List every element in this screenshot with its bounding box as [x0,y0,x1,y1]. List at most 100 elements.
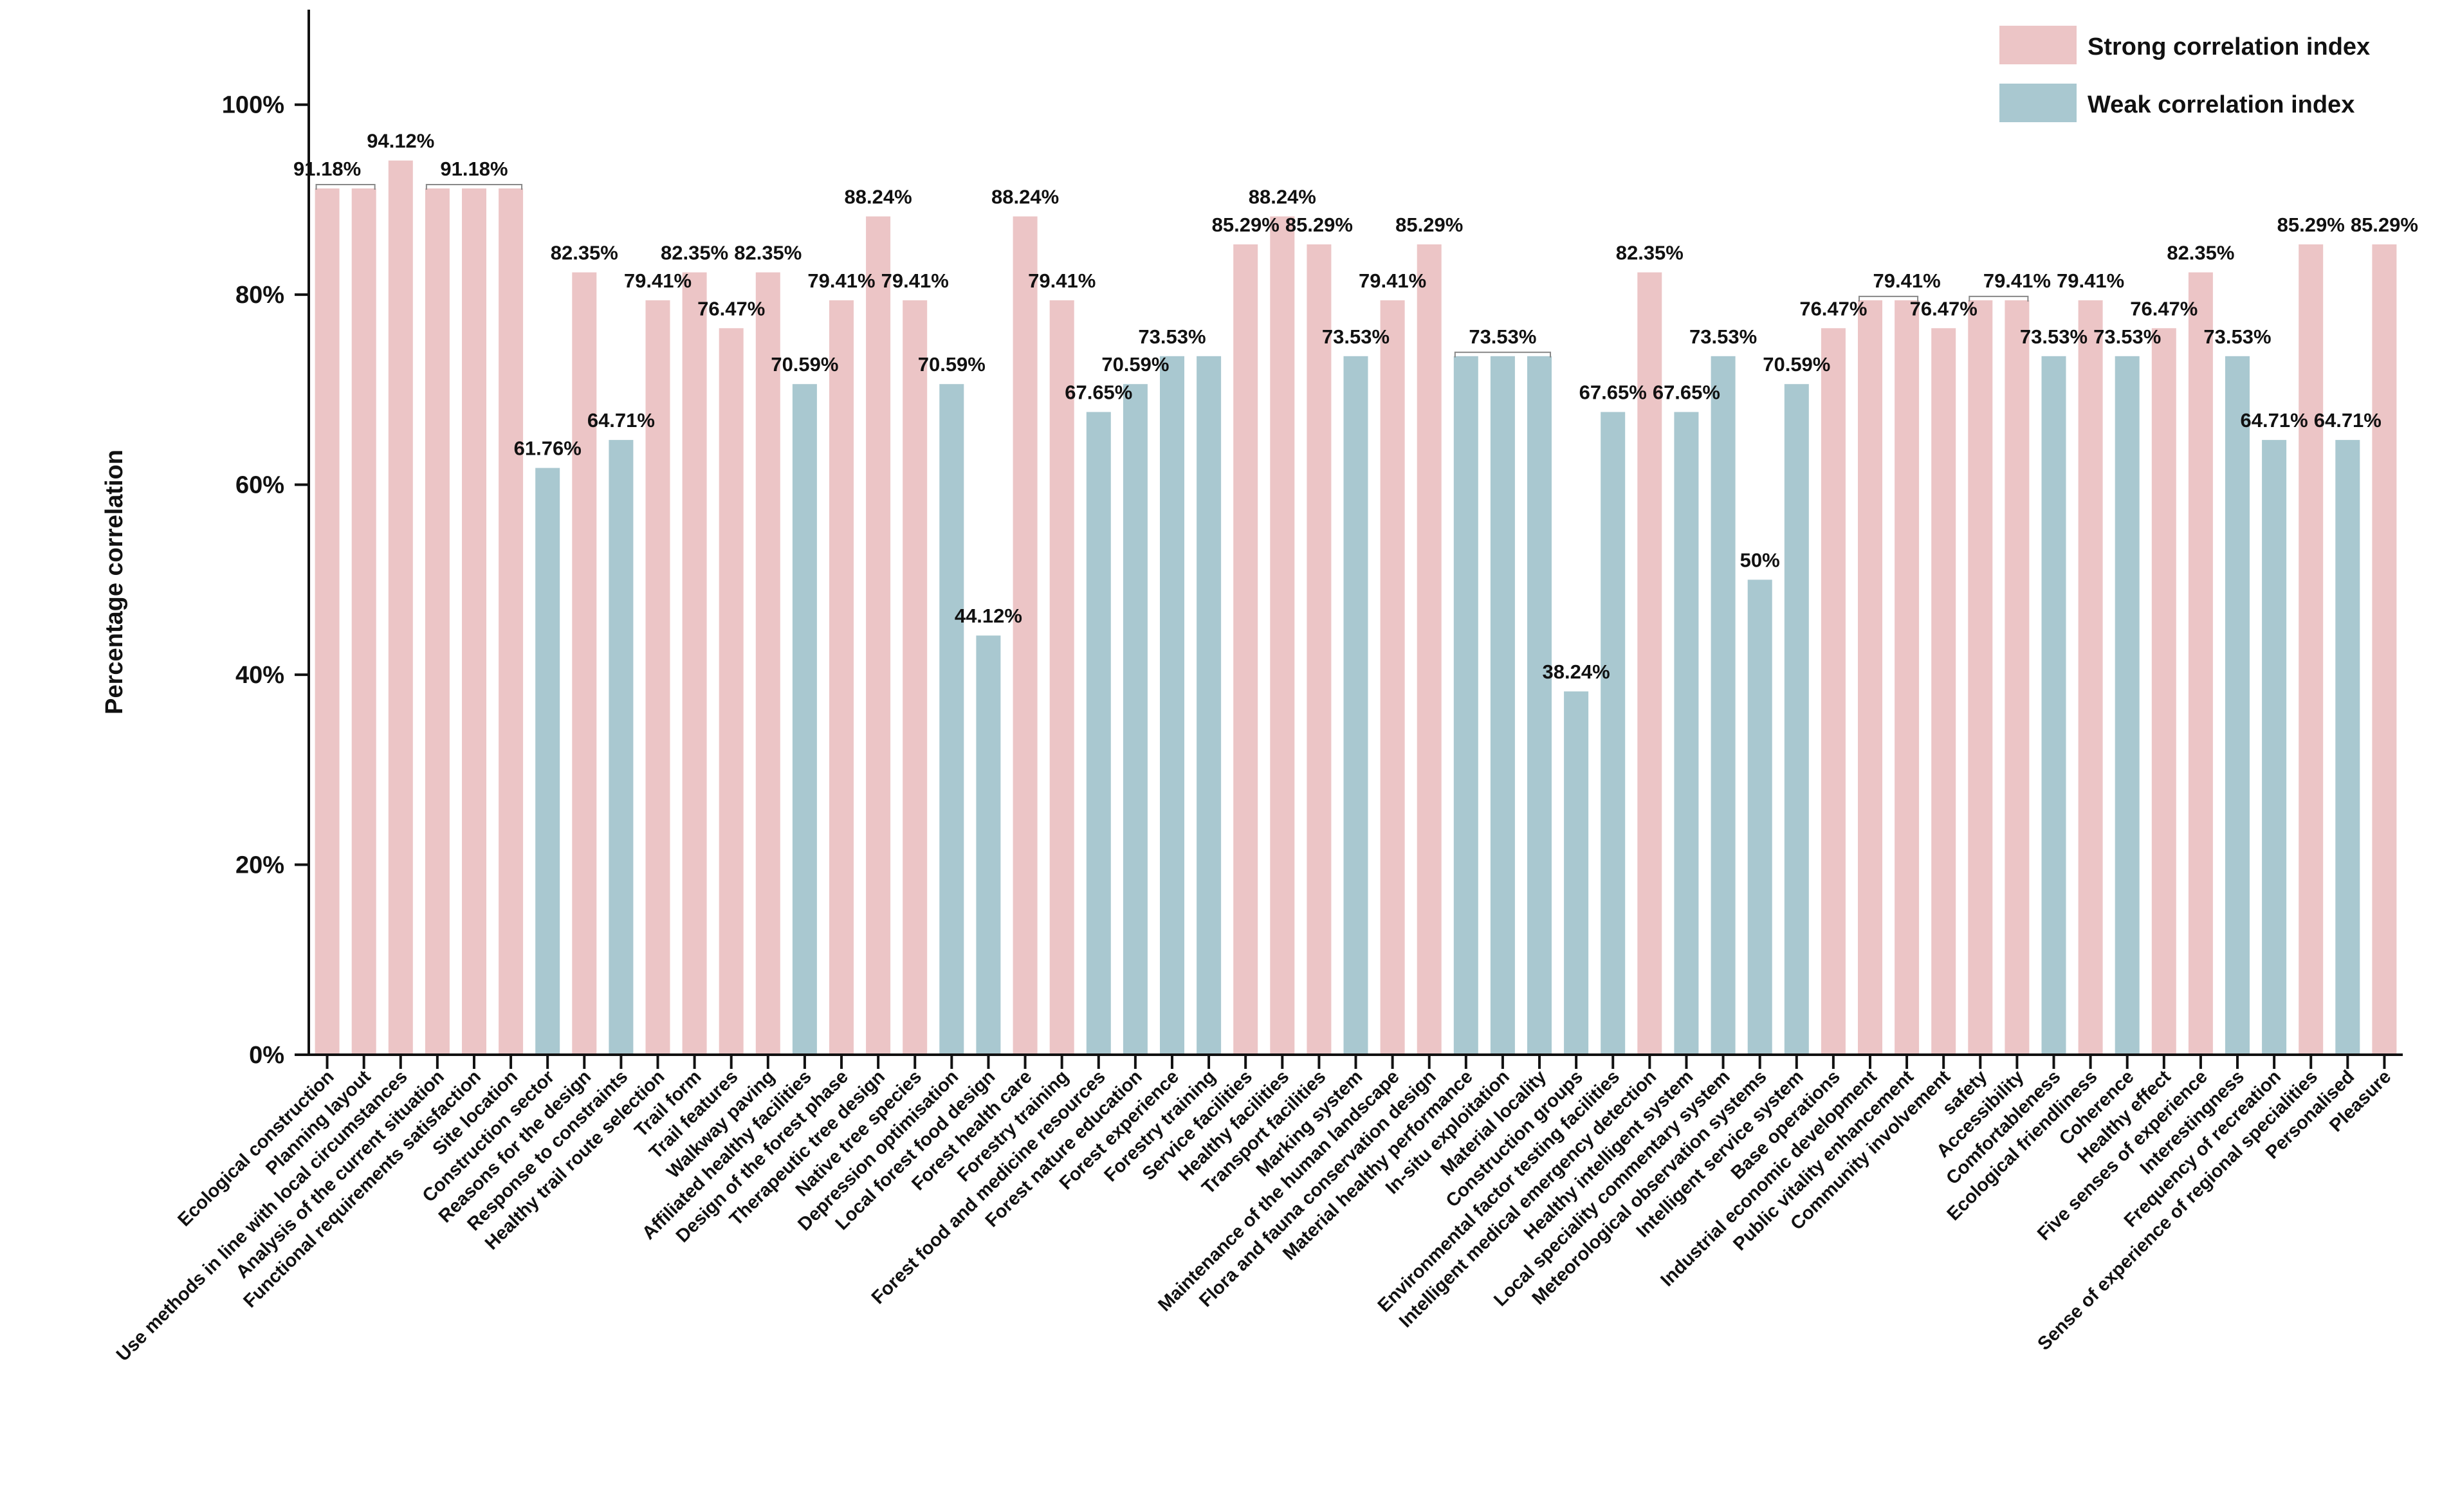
data-label: 73.53% [2203,325,2271,348]
data-label: 79.41% [807,269,875,292]
bar [682,272,707,1055]
brackets-layer [315,184,2029,358]
legend: Strong correlation index Weak correlatio… [1999,26,2370,122]
data-label: 79.41% [1873,269,1941,292]
data-label: 73.53% [2093,325,2161,348]
y-tick-label: 60% [235,472,284,499]
bar [1637,272,1662,1055]
bar [2225,356,2250,1055]
data-label: 91.18% [293,158,361,180]
data-label: 44.12% [955,605,1022,627]
bar [1343,356,1368,1055]
bar [2078,300,2103,1055]
data-label: 85.29% [1395,214,1463,236]
bracket [1858,295,1919,302]
y-tick-label: 0% [249,1042,284,1069]
data-label: 61.76% [514,437,582,460]
y-tick-label: 80% [235,282,284,309]
data-label: 64.71% [587,409,655,432]
bar [2151,328,2176,1055]
data-label: 79.41% [1028,269,1096,292]
legend-swatch-weak [1999,84,2077,122]
bar [2115,356,2140,1055]
y-tick-label: 20% [235,852,284,879]
bar [388,160,413,1055]
data-label: 85.29% [1285,214,1353,236]
bar [1711,356,1736,1055]
data-label: 79.41% [2057,269,2124,292]
data-label: 85.29% [2351,214,2418,236]
data-label: 82.35% [551,242,618,264]
data-label: 88.24% [1249,186,1316,208]
bar [1013,216,1038,1055]
bar [1527,356,1552,1055]
bar [976,635,1001,1055]
data-label: 85.29% [1212,214,1280,236]
bar [1049,300,1074,1055]
data-label: 85.29% [2277,214,2345,236]
bar [1895,300,1920,1055]
legend-label-weak: Weak correlation index [2088,91,2355,118]
bar [1086,412,1111,1055]
bar [2188,272,2213,1055]
data-label: 67.65% [1579,381,1647,404]
data-label: 79.41% [1359,269,1426,292]
bar [425,188,450,1055]
data-label: 79.41% [624,269,692,292]
bar [1160,356,1184,1055]
bar [939,384,964,1055]
data-label: 76.47% [2130,297,2198,320]
data-labels-layer: 91.18% 94.12% 91.18% 61.76% 82.35% 64.71% 79.4… [293,130,2418,683]
bar [1380,300,1405,1055]
bar [609,440,634,1055]
data-label: 91.18% [440,158,508,180]
data-label: 76.47% [1799,297,1867,320]
legend-label-strong: Strong correlation index [2088,33,2370,60]
legend-swatch-strong [1999,26,2077,64]
bar [866,216,891,1055]
data-label: 70.59% [771,353,838,376]
bar [2299,244,2324,1055]
data-label: 67.65% [1653,381,1720,404]
bar [572,272,597,1055]
data-label: 73.53% [1689,325,1757,348]
bar [903,300,928,1055]
bar [1270,216,1295,1055]
bar [1564,691,1589,1055]
data-label: 76.47% [697,297,765,320]
bar [2262,440,2287,1055]
bar [755,272,780,1055]
data-label: 82.35% [2167,242,2234,264]
data-label: 70.59% [1763,353,1830,376]
bar [2335,440,2360,1055]
bracket [315,184,376,190]
data-label: 79.41% [1983,269,2051,292]
y-tick-label: 100% [222,92,284,119]
data-label: 67.65% [1065,381,1132,404]
bar [645,300,670,1055]
bar [1233,244,1258,1055]
bar [2005,300,2030,1055]
bar [1307,244,1332,1055]
bar [1931,328,1956,1055]
bar [719,328,744,1055]
data-label: 73.53% [2020,325,2088,348]
data-label: 64.71% [2241,409,2308,432]
bar [1417,244,1442,1055]
bar [1858,300,1882,1055]
bar [351,188,376,1055]
data-label: 82.35% [661,242,728,264]
bar [792,384,817,1055]
bar [462,188,486,1055]
bar [2372,244,2397,1055]
bar [1784,384,1809,1055]
bar [2041,356,2066,1055]
bracket [425,184,523,190]
bars-layer [315,160,2397,1055]
data-label: 79.41% [881,269,949,292]
data-label: 82.35% [1616,242,1684,264]
axes-layer: 0% 20% 40% 60% 80% 100% [222,10,2403,1069]
data-label: 73.53% [1138,325,1206,348]
